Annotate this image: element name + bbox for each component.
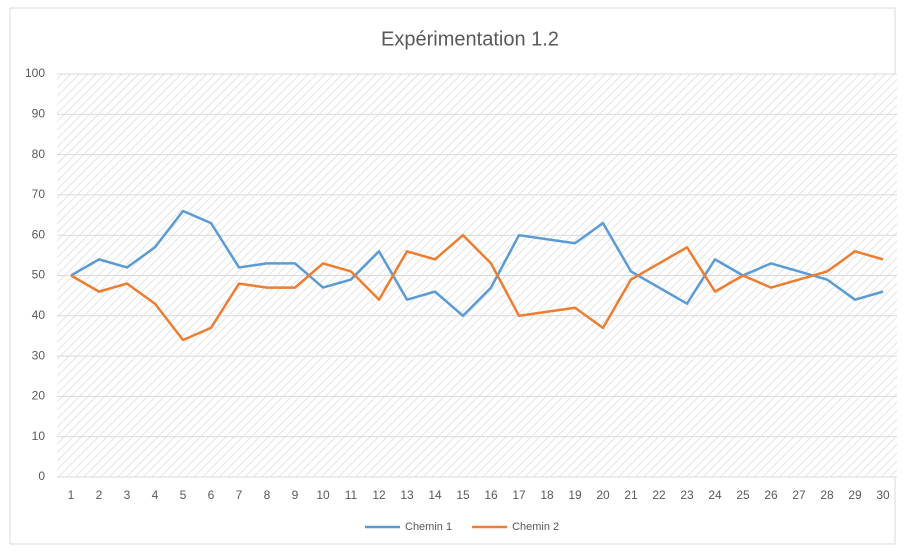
legend-label: Chemin 2 <box>512 521 559 533</box>
y-tick-label: 10 <box>32 429 46 443</box>
y-tick-label: 90 <box>32 106 46 120</box>
x-tick-label: 16 <box>484 488 498 502</box>
x-tick-label: 8 <box>264 488 271 502</box>
x-tick-label: 9 <box>292 488 299 502</box>
x-tick-label: 7 <box>236 488 243 502</box>
x-tick-label: 18 <box>540 488 554 502</box>
x-tick-label: 23 <box>680 488 694 502</box>
x-tick-label: 2 <box>96 488 103 502</box>
x-tick-label: 11 <box>345 488 358 502</box>
x-tick-label: 22 <box>652 488 666 502</box>
chart-title: Expérimentation 1.2 <box>381 28 559 50</box>
x-tick-label: 27 <box>792 488 806 502</box>
x-tick-label: 20 <box>596 488 610 502</box>
x-tick-label: 29 <box>848 488 862 502</box>
x-tick-label: 21 <box>624 488 638 502</box>
y-tick-label: 60 <box>32 227 46 241</box>
x-tick-label: 4 <box>152 488 159 502</box>
y-tick-label: 20 <box>32 389 46 403</box>
x-tick-label: 19 <box>568 488 582 502</box>
x-tick-label: 12 <box>372 488 386 502</box>
y-tick-label: 100 <box>25 66 45 80</box>
x-tick-label: 10 <box>316 488 330 502</box>
y-tick-label: 40 <box>32 308 46 322</box>
x-tick-label: 30 <box>876 488 890 502</box>
x-tick-label: 5 <box>180 488 187 502</box>
x-tick-label: 15 <box>456 488 470 502</box>
line-series <box>70 233 884 342</box>
legend-label: Chemin 1 <box>405 521 452 533</box>
y-tick-label: 80 <box>32 147 46 161</box>
y-tick-label: 70 <box>32 187 46 201</box>
x-tick-label: 1 <box>68 488 75 502</box>
x-tick-label: 14 <box>428 488 442 502</box>
x-tick-label: 13 <box>400 488 414 502</box>
y-tick-label: 0 <box>38 469 45 483</box>
y-tick-label: 30 <box>32 348 46 362</box>
x-tick-label: 24 <box>708 488 722 502</box>
y-tick-label: 50 <box>32 268 46 282</box>
x-tick-label: 26 <box>764 488 778 502</box>
x-tick-label: 17 <box>512 488 526 502</box>
line-series <box>70 209 884 318</box>
x-tick-label: 28 <box>820 488 834 502</box>
x-tick-label: 6 <box>208 488 215 502</box>
x-tick-label: 3 <box>124 488 131 502</box>
x-tick-label: 25 <box>736 488 750 502</box>
